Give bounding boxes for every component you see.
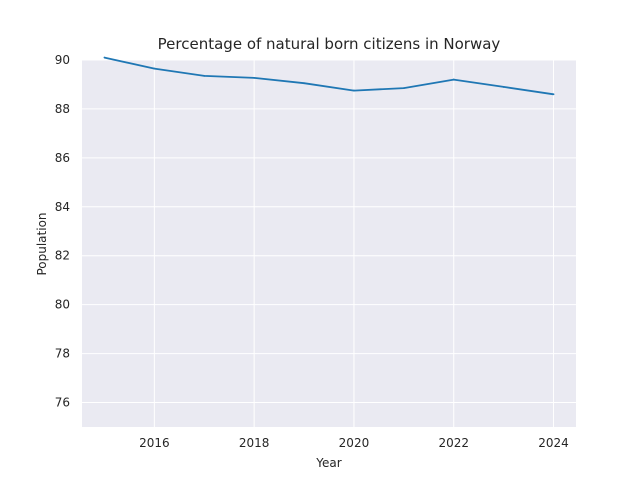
x-tick-label: 2016 — [139, 436, 170, 450]
data-point — [103, 56, 106, 59]
data-point — [353, 89, 355, 92]
data-point — [303, 82, 305, 85]
data-point — [253, 76, 256, 79]
x-tick-labels: 2016 2018 2020 2022 2024 — [139, 436, 569, 450]
data-point — [452, 78, 455, 81]
x-tick-label: 2024 — [538, 436, 569, 450]
data-point — [153, 67, 156, 70]
y-tick-label: 88 — [55, 102, 70, 116]
series-line — [104, 56, 554, 96]
y-tick-label: 82 — [55, 249, 70, 263]
data-point — [203, 75, 206, 77]
y-tick-label: 90 — [55, 53, 70, 67]
plot-area — [82, 60, 576, 427]
x-tick-label: 2020 — [339, 436, 370, 450]
y-tick-label: 78 — [55, 347, 70, 361]
x-axis-label: Year — [315, 456, 341, 470]
series-group — [103, 56, 555, 96]
y-tick-label: 76 — [55, 396, 70, 410]
x-tick-label: 2018 — [239, 436, 270, 450]
x-tick-label: 2022 — [438, 436, 469, 450]
y-tick-labels: 76 78 80 82 84 86 88 90 — [55, 53, 70, 410]
y-tick-label: 84 — [55, 200, 70, 214]
y-tick-label: 86 — [55, 151, 70, 165]
y-tick-label: 80 — [55, 298, 70, 312]
y-axis-label: Population — [35, 212, 49, 275]
data-point — [402, 87, 405, 90]
data-point — [552, 93, 555, 96]
chart-title: Percentage of natural born citizens in N… — [158, 35, 501, 53]
grid-lines — [82, 59, 576, 427]
data-point — [502, 86, 505, 88]
